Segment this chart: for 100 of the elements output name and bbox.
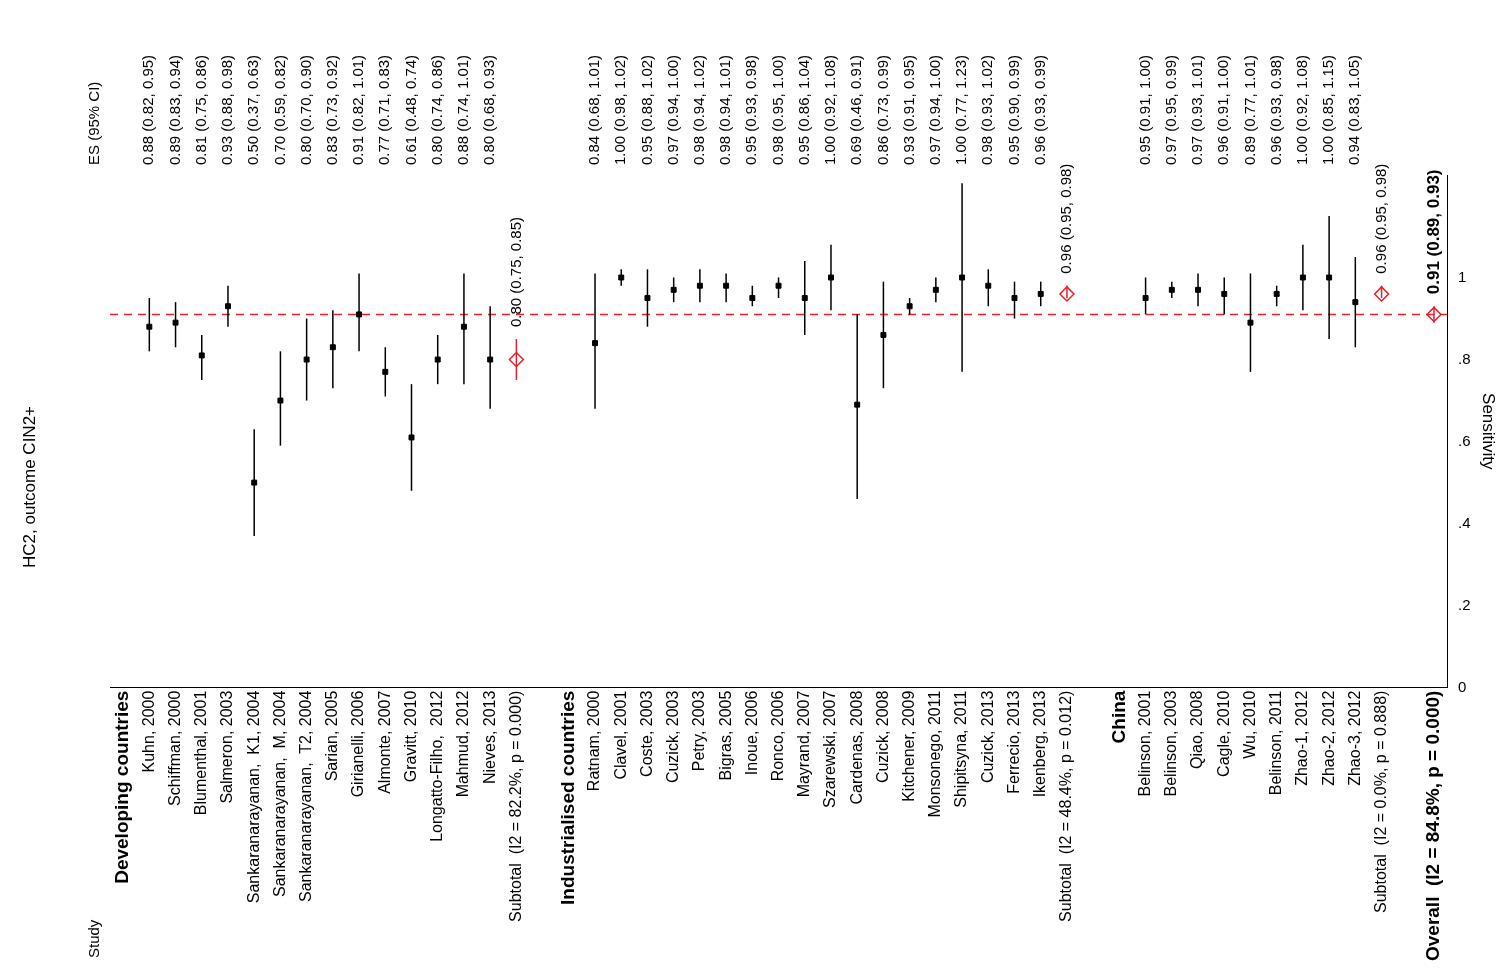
x-tick-label: Girianelli, 2006 bbox=[349, 690, 367, 798]
data-label: 1.00 (0.92, 1.08) bbox=[821, 54, 839, 165]
point bbox=[1247, 319, 1254, 326]
x-tick-label: Bigras, 2005 bbox=[716, 690, 734, 781]
x-tick-label: Ratnam, 2000 bbox=[585, 690, 603, 792]
x-tick-label: Blumenthal, 2001 bbox=[192, 690, 210, 816]
data-label: 1.00 (0.92, 1.08) bbox=[1293, 54, 1311, 165]
x-tick-label: Cuzick, 2003 bbox=[664, 690, 682, 784]
x-tick-label: Ikenberg, 2013 bbox=[1031, 690, 1049, 798]
point bbox=[723, 282, 730, 289]
data-label: 0.70 (0.59, 0.82) bbox=[270, 54, 288, 165]
point bbox=[592, 340, 598, 347]
y-axis-title: Sensitivity bbox=[1479, 393, 1499, 471]
point bbox=[1326, 274, 1333, 281]
x-tick-label: Kuhn, 2000 bbox=[139, 690, 157, 773]
point bbox=[1037, 290, 1044, 297]
data-label: 0.95 (0.93, 0.98) bbox=[742, 54, 760, 165]
x-tick-label: Wu, 2010 bbox=[1240, 690, 1258, 759]
point bbox=[1221, 290, 1228, 297]
data-label: 0.89 (0.77, 1.01) bbox=[1240, 54, 1258, 165]
point bbox=[408, 434, 415, 441]
x-tick-label: Cuzick, 2013 bbox=[978, 690, 996, 784]
x-tick-label: Cardenas, 2008 bbox=[847, 690, 865, 805]
point bbox=[303, 356, 310, 363]
x-tick-label: Longatto-Filho, 2012 bbox=[428, 690, 446, 842]
data-label: 0.91 (0.82, 1.01) bbox=[349, 54, 367, 165]
x-tick-label: Subtotal (I2 = 82.2%, p = 0.000) bbox=[506, 690, 524, 922]
x-tick-label: Shipitsyna, 2011 bbox=[952, 690, 970, 808]
data-label: 0.96 (0.93, 0.98) bbox=[1266, 54, 1284, 165]
data-label: 0.80 (0.68, 0.93) bbox=[480, 54, 498, 165]
data-label: 0.80 (0.75, 0.85) bbox=[506, 216, 524, 328]
data-label: 0.81 (0.75, 0.86) bbox=[191, 54, 209, 165]
point bbox=[880, 331, 887, 338]
x-tick-label: Zhao-3, 2012 bbox=[1345, 690, 1363, 786]
data-label: 0.91 (0.89, 0.93) bbox=[1423, 169, 1443, 295]
data-label: 0.97 (0.93, 1.01) bbox=[1188, 54, 1206, 165]
point bbox=[854, 401, 861, 408]
point bbox=[277, 397, 284, 404]
x-tick-label: Monsonego, 2011 bbox=[926, 690, 944, 818]
y-tick-label: .4 bbox=[1458, 513, 1471, 531]
x-tick-label: Zhao-2, 2012 bbox=[1319, 690, 1337, 786]
point bbox=[1168, 286, 1175, 293]
point bbox=[460, 323, 467, 330]
data-label: 0.95 (0.88, 1.02) bbox=[637, 54, 655, 165]
point bbox=[1352, 299, 1359, 306]
data-label: 0.77 (0.71, 0.83) bbox=[375, 54, 393, 165]
x-tick-label: Nieves, 2013 bbox=[480, 690, 498, 785]
data-label: 0.97 (0.94, 1.00) bbox=[663, 54, 681, 165]
data-label: 0.97 (0.94, 1.00) bbox=[925, 54, 943, 165]
data-label: 1.00 (0.98, 1.02) bbox=[611, 54, 629, 165]
x-tick-label: Salmeron, 2003 bbox=[218, 690, 236, 804]
x-tick-label: Schiffman, 2000 bbox=[165, 690, 183, 806]
point bbox=[434, 356, 441, 363]
point bbox=[696, 282, 703, 289]
point bbox=[828, 274, 834, 281]
data-label: 0.98 (0.94, 1.02) bbox=[690, 54, 708, 165]
data-label: 0.96 (0.95, 0.98) bbox=[1057, 163, 1075, 274]
data-label: 0.83 (0.73, 0.92) bbox=[322, 54, 340, 165]
point bbox=[329, 344, 336, 351]
x-tick-label: Qiao, 2008 bbox=[1188, 690, 1206, 769]
point bbox=[1011, 295, 1018, 301]
data-label: 0.80 (0.74, 0.86) bbox=[427, 54, 445, 165]
x-tick-label: Subtotal (I2 = 0.0%, p = 0.888) bbox=[1371, 690, 1389, 913]
x-tick-label: Sankaranarayanan, T2, 2004 bbox=[297, 690, 315, 903]
point bbox=[959, 274, 966, 281]
data-label: 0.95 (0.91, 1.00) bbox=[1135, 54, 1153, 165]
data-label: 0.98 (0.94, 1.01) bbox=[716, 54, 734, 165]
x-tick-label: China bbox=[1107, 690, 1129, 744]
y-tick-label: 1 bbox=[1458, 267, 1467, 285]
x-tick-label: Mahmud, 2012 bbox=[454, 690, 472, 798]
data-label: 0.95 (0.86, 1.04) bbox=[794, 54, 812, 165]
data-label: 0.96 (0.93, 0.99) bbox=[1030, 54, 1048, 165]
x-tick-label: Belinson, 2011 bbox=[1267, 690, 1285, 796]
text: ES (95% CI) bbox=[85, 81, 103, 165]
point bbox=[1299, 274, 1306, 281]
x-tick-label: Kitchener, 2009 bbox=[900, 690, 918, 802]
text: Study bbox=[85, 919, 103, 958]
point bbox=[382, 368, 389, 375]
data-label: 0.93 (0.88, 0.98) bbox=[218, 54, 236, 165]
point bbox=[749, 295, 756, 301]
x-tick-label: Subtotal (I2 = 48.4%, p = 0.012) bbox=[1057, 690, 1075, 922]
x-tick-label: Ferrecio, 2013 bbox=[1004, 690, 1022, 794]
data-label: 0.69 (0.46, 0.91) bbox=[847, 54, 865, 165]
x-tick-label: Cuzick, 2008 bbox=[873, 690, 891, 784]
data-label: 0.89 (0.83, 0.94) bbox=[165, 54, 183, 165]
point bbox=[1059, 286, 1075, 302]
x-tick-label: Sankaranarayanan, M, 2004 bbox=[270, 690, 288, 897]
x-tick-label: Sankaranarayanan, K1, 2004 bbox=[244, 690, 262, 904]
point bbox=[906, 303, 913, 310]
x-tick-label: Industrialised countries bbox=[557, 690, 579, 905]
x-tick-label: Belinson, 2001 bbox=[1136, 690, 1153, 797]
data-label: 0.61 (0.48, 0.74) bbox=[401, 54, 419, 165]
x-tick-label: Sarian, 2005 bbox=[323, 690, 341, 782]
data-label: 0.93 (0.91, 0.95) bbox=[899, 54, 917, 165]
x-tick-label: Ronco, 2006 bbox=[768, 690, 786, 782]
x-tick-label: Clavel, 2001 bbox=[611, 690, 629, 780]
data-label: 1.00 (0.85, 1.15) bbox=[1319, 54, 1337, 165]
x-tick-label: Mayrand, 2007 bbox=[795, 690, 813, 798]
point bbox=[198, 352, 205, 359]
text: HC2, outcome CIN2+ bbox=[19, 405, 39, 569]
